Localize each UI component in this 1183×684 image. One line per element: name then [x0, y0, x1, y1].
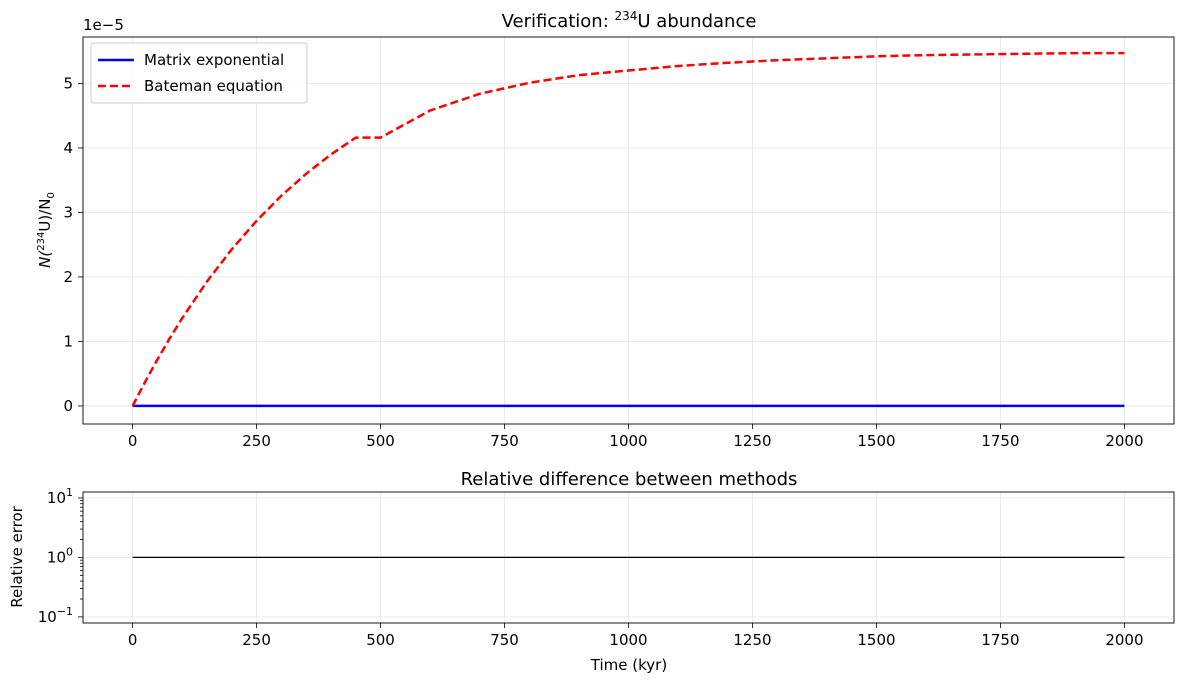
legend: Matrix exponential Bateman equation — [90, 42, 308, 104]
bottom-x-tick-label: 1250 — [733, 631, 771, 649]
bottom-x-tick-label: 1000 — [609, 631, 647, 649]
top-chart-title: Verification: 234U abundance — [502, 9, 757, 32]
bottom-x-tick-label: 1750 — [981, 631, 1019, 649]
top-x-tick-label: 2000 — [1105, 432, 1143, 450]
top-chart-panel: 0 250 500 750 1000 1250 1500 1750 2000 0 1 2 3 4 5 Ve… — [36, 9, 1175, 450]
bottom-y-ticks: 10−1 100 101 — [38, 486, 83, 626]
bottom-y-tick-label: 101 — [47, 486, 73, 507]
top-x-ticks: 0 250 500 750 1000 1250 1500 1750 2000 — [128, 424, 1144, 450]
top-x-tick-label: 750 — [490, 432, 519, 450]
bottom-chart-title: Relative difference between methods — [461, 469, 798, 490]
bottom-y-axis-label: Relative error — [8, 505, 26, 607]
top-y-tick-label: 5 — [63, 74, 73, 92]
top-y-tick-label: 1 — [63, 332, 73, 350]
top-x-tick-label: 1750 — [981, 432, 1019, 450]
top-x-tick-label: 0 — [128, 432, 138, 450]
top-series-lines — [131, 51, 1125, 408]
top-x-tick-label: 1000 — [609, 432, 647, 450]
top-y-tick-label: 3 — [63, 203, 73, 221]
legend-box — [90, 42, 308, 104]
legend-label-bateman-equation: Bateman equation — [144, 77, 283, 95]
bottom-x-tick-label: 2000 — [1105, 631, 1143, 649]
bottom-x-tick-label: 500 — [366, 631, 395, 649]
top-y-ticks: 0 1 2 3 4 5 — [63, 74, 83, 415]
bottom-y-tick-label: 100 — [47, 545, 73, 566]
top-x-tick-label: 500 — [366, 432, 395, 450]
bottom-x-ticks: 0 250 500 750 1000 1250 1500 1750 2000 — [128, 623, 1144, 649]
y-multiplier-label: 1e−5 — [83, 16, 124, 34]
top-y-tick-label: 2 — [63, 268, 73, 286]
top-y-axis-label: N(234U)/N0 — [36, 192, 57, 268]
bottom-x-tick-label: 750 — [490, 631, 519, 649]
top-y-tick-label: 0 — [63, 397, 73, 415]
top-y-tick-label: 4 — [63, 139, 73, 157]
bottom-x-tick-label: 250 — [242, 631, 271, 649]
top-x-tick-label: 1250 — [733, 432, 771, 450]
bottom-x-tick-label: 1500 — [857, 631, 895, 649]
series-line-bateman-equation — [131, 51, 1125, 407]
bottom-chart-panel: 0 250 500 750 1000 1250 1500 1750 2000 10−110010… — [8, 469, 1175, 674]
bottom-x-tick-label: 0 — [128, 631, 138, 649]
bottom-x-axis-label: Time (kyr) — [590, 656, 667, 674]
top-x-tick-label: 1500 — [857, 432, 895, 450]
legend-label-matrix-exponential: Matrix exponential — [144, 51, 284, 69]
bottom-y-tick-label: 10−1 — [38, 605, 73, 626]
top-x-tick-label: 250 — [242, 432, 271, 450]
